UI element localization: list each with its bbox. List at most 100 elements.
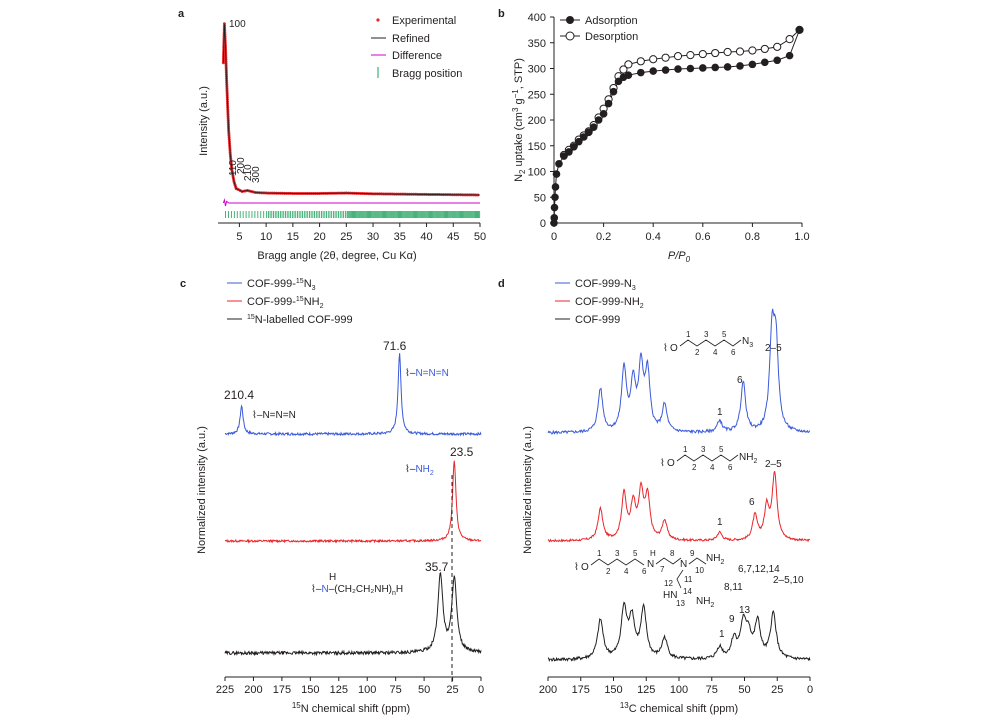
adsorption-point xyxy=(579,133,588,141)
peak-label-35-7: 35.7 xyxy=(425,560,449,574)
label-blue-2-5: 2–5 xyxy=(765,343,782,354)
peak-label-110: 110 xyxy=(228,160,239,176)
chain-nh2-num-6: 6 xyxy=(728,463,733,472)
label-blue-6: 6 xyxy=(737,375,743,386)
chain-nh2-num-3: 3 xyxy=(701,445,706,454)
panel-a-x-tick-label: 5 xyxy=(236,231,242,243)
chain-n3-num-1: 1 xyxy=(686,330,691,339)
desorption-point xyxy=(636,57,645,66)
adsorption-point xyxy=(736,62,744,70)
chain-cof-num-5: 5 xyxy=(633,549,638,558)
chain-n3-num-4: 4 xyxy=(713,348,718,357)
panel-b-x-tick-label: 0.6 xyxy=(695,231,710,243)
panel-a-x-tick-label: 15 xyxy=(287,231,299,243)
label-black-13: 13 xyxy=(739,605,751,616)
panel-b-y-tick-label: 250 xyxy=(528,89,546,101)
adsorption-point xyxy=(599,110,608,118)
bragg-positions xyxy=(225,211,481,218)
panel-d-x-tick-label: 200 xyxy=(539,684,557,696)
label-red-2-5: 2–5 xyxy=(765,459,782,470)
panel-b-plot-area xyxy=(550,25,804,227)
panel-b-y-tick-label: 50 xyxy=(534,192,546,204)
peak-label-23-5: 23.5 xyxy=(450,445,474,459)
label-blue-1: 1 xyxy=(717,407,723,418)
panel-a-x-tick-label: 50 xyxy=(474,231,486,243)
desorption-point xyxy=(673,52,683,61)
legend-d-nh2: COF-999-NH2 xyxy=(575,296,644,310)
label-black-9: 9 xyxy=(729,614,735,625)
panel-d-x-tick-label: 100 xyxy=(670,684,688,696)
adsorption-point xyxy=(594,116,603,124)
struct-poly-h: H xyxy=(329,572,336,583)
adsorption-point xyxy=(637,68,645,77)
panel-b-y-tick-label: 0 xyxy=(540,218,546,230)
adsorption-point xyxy=(686,64,695,73)
series-cof-n3 xyxy=(224,353,482,437)
chain-nh2-end: NH2 xyxy=(739,452,757,465)
chain-n3-end: N3 xyxy=(742,336,753,349)
panel-b-y-tick-label: 350 xyxy=(528,38,546,50)
peak-label-100: 100 xyxy=(229,19,246,30)
legend-refined: Refined xyxy=(392,33,430,45)
series-d-nh2 xyxy=(547,470,811,543)
panel-a-plot-area xyxy=(221,22,481,218)
panel-c-plot-area xyxy=(224,353,482,657)
legend-difference: Difference xyxy=(392,50,442,62)
panel-d-y-label: Normalized intensity (a.u.) xyxy=(522,426,534,554)
desorption-point xyxy=(686,51,695,60)
struct-polyamine: ⌇–N–(CH₂CH₂NH)nH xyxy=(311,584,403,597)
svg-text:⌇: ⌇ xyxy=(660,458,665,469)
label-red-1: 1 xyxy=(717,517,723,528)
panel-d-x-tick-label: 150 xyxy=(604,684,622,696)
chain-cof-num-3: 3 xyxy=(615,549,620,558)
chain-n3-oxygen: O xyxy=(670,343,678,354)
chain-n3-num-5: 5 xyxy=(722,330,727,339)
difference-line xyxy=(222,198,480,207)
panel-b-ticks: 0 0.2 0.4 0.6 0.8 1.0 0 50 100 150 200 250 300 350 400 xyxy=(528,12,810,243)
chain-cof-n1: N xyxy=(647,559,654,570)
panel-d-plot-area xyxy=(547,308,811,663)
chain-cof-num-13: 13 xyxy=(676,599,685,608)
adsorption-point xyxy=(674,65,682,73)
desorption-point xyxy=(723,47,732,57)
adsorption-point xyxy=(748,60,757,69)
panel-c-y-label: Normalized intensity (a.u.) xyxy=(196,426,208,554)
panel-d-x-tick-label: 25 xyxy=(771,684,783,696)
desorption-point xyxy=(661,53,670,62)
panel-c-x-label: 15N chemical shift (ppm) xyxy=(292,701,410,715)
chain-cof-num-6: 6 xyxy=(642,567,647,576)
panel-d-letter: d xyxy=(498,278,505,290)
panel-a-x-tick-label: 35 xyxy=(394,231,406,243)
panel-a-legend: Experimental Refined Difference Bragg po… xyxy=(371,15,462,80)
label-black-6-7-12-14: 6,7,12,14 xyxy=(738,564,780,575)
adsorption-point xyxy=(570,142,578,151)
chain-cof-hn: HN xyxy=(663,590,677,601)
chain-cof-num-11: 11 xyxy=(684,575,693,584)
label-red-6: 6 xyxy=(749,497,755,508)
chain-nh2-num-5: 5 xyxy=(719,445,724,454)
legend-d-n3: COF-999-N3 xyxy=(575,278,636,292)
series-cof-nh2 xyxy=(224,460,482,544)
series-d-cof xyxy=(547,601,811,663)
panel-b-y-label: N2 uptake (cm3 g−1, STP) xyxy=(511,58,527,182)
svg-text:⌇: ⌇ xyxy=(574,562,579,573)
panel-a-x-label: Bragg angle (2θ, degree, Cu Kα) xyxy=(257,250,416,262)
panel-b-x-label: P/P0 xyxy=(668,250,691,264)
panel-c-x-tick-label: 150 xyxy=(301,684,319,696)
panel-a-x-tick-label: 40 xyxy=(420,231,432,243)
panel-c-x-tick-label: 125 xyxy=(330,684,348,696)
legend-cof-nh2: COF-999-15NH2 xyxy=(247,296,324,310)
chain-cof-n2: N xyxy=(680,559,687,570)
chain-cof-nh2a: NH2 xyxy=(706,553,724,566)
desorption-point xyxy=(785,35,794,44)
panel-a-x-ticks: 5 10 15 20 25 30 35 40 45 50 xyxy=(236,223,486,243)
legend-bragg-position: Bragg position xyxy=(392,68,462,80)
panel-a-x-tick-label: 25 xyxy=(340,231,352,243)
desorption-point xyxy=(735,47,745,56)
adsorption-point xyxy=(761,58,769,67)
panel-a: a 5 10 15 20 25 30 35 40 45 50 Bragg angle (2θ, d… xyxy=(178,8,486,262)
panel-b-y-tick-label: 200 xyxy=(528,115,546,127)
panel-d-x-tick-label: 75 xyxy=(706,684,718,696)
chain-cof-num-7: 7 xyxy=(660,565,665,574)
legend-adsorption: Adsorption xyxy=(585,15,638,27)
